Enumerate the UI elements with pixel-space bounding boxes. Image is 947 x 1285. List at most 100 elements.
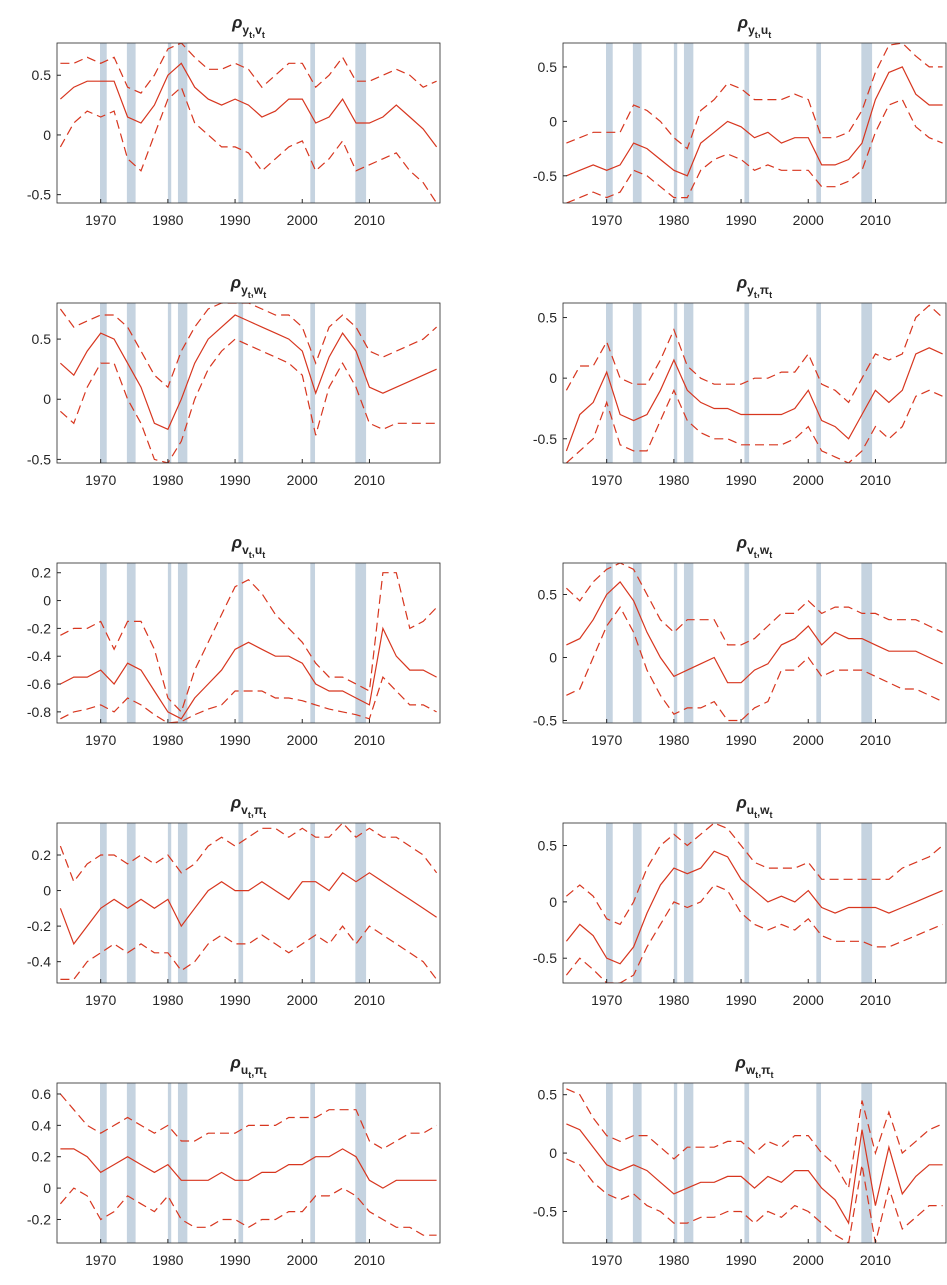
median-line bbox=[566, 580, 943, 684]
title-subscript: w bbox=[745, 1063, 756, 1077]
shaded-period bbox=[355, 1083, 367, 1243]
shaded-period bbox=[126, 1083, 136, 1243]
x-tick-label: 2010 bbox=[860, 1252, 891, 1268]
title-subscript: y bbox=[241, 283, 248, 297]
y-tick-label: 0 bbox=[43, 1180, 51, 1196]
shaded-period bbox=[744, 43, 750, 203]
shaded-period bbox=[355, 823, 367, 983]
x-tick-label: 1980 bbox=[152, 732, 183, 748]
shaded-period bbox=[632, 823, 642, 983]
x-tick-label: 2000 bbox=[287, 212, 318, 228]
chart-title: ρwt,πt bbox=[735, 1053, 774, 1080]
y-tick-label: -0.5 bbox=[533, 950, 557, 966]
y-tick-label: 0 bbox=[549, 113, 557, 129]
title-subscript-index: t bbox=[263, 1070, 266, 1080]
x-tick-label: 1990 bbox=[725, 472, 756, 488]
y-tick-label: -0.8 bbox=[27, 704, 51, 720]
x-tick-label: 2000 bbox=[287, 1252, 318, 1268]
chart-title: ρyt,πt bbox=[736, 273, 772, 300]
band-line bbox=[59, 1187, 437, 1236]
band-line bbox=[566, 43, 943, 150]
shaded-period bbox=[861, 823, 873, 983]
title-subscript-index: t bbox=[263, 810, 266, 820]
title-subscript: v bbox=[241, 803, 248, 817]
x-tick-label: 1980 bbox=[152, 1252, 183, 1268]
shaded-period bbox=[632, 43, 642, 203]
x-tick-label: 1970 bbox=[85, 732, 116, 748]
shaded-period bbox=[126, 43, 136, 203]
y-tick-label: 0.5 bbox=[538, 59, 558, 75]
shaded-period bbox=[177, 1083, 188, 1243]
shaded-period bbox=[673, 563, 678, 723]
band-line bbox=[565, 388, 943, 463]
x-tick-label: 1980 bbox=[152, 992, 183, 1008]
y-tick-label: -0.2 bbox=[27, 620, 51, 636]
title-subscript-index: t bbox=[755, 30, 758, 40]
chart-title: ρvt,wt bbox=[736, 533, 772, 560]
x-tick-label: 2000 bbox=[793, 212, 824, 228]
x-tick-label: 2000 bbox=[793, 992, 824, 1008]
title-subscript: u bbox=[747, 803, 754, 817]
shaded-period bbox=[673, 1083, 678, 1243]
y-tick-label: -0.5 bbox=[27, 451, 51, 467]
x-tick-label: 2010 bbox=[860, 992, 891, 1008]
median-line bbox=[565, 347, 943, 452]
title-subscript: y bbox=[242, 23, 249, 37]
axes-box bbox=[56, 822, 441, 984]
shaded-period bbox=[238, 1083, 244, 1243]
chart-title: ρyt,ut bbox=[737, 13, 771, 40]
band-line bbox=[59, 86, 438, 203]
shaded-period bbox=[310, 1083, 316, 1243]
x-tick-label: 1990 bbox=[219, 212, 250, 228]
title-subscript-index: t bbox=[248, 290, 251, 300]
title-symbol: ρ bbox=[230, 273, 241, 292]
x-tick-label: 1980 bbox=[658, 472, 689, 488]
x-tick-label: 2010 bbox=[354, 212, 385, 228]
x-tick-label: 1970 bbox=[591, 732, 622, 748]
x-tick-label: 1970 bbox=[591, 212, 622, 228]
median-line bbox=[60, 1148, 437, 1189]
x-tick-label: 1970 bbox=[591, 472, 622, 488]
y-tick-label: -0.2 bbox=[27, 918, 51, 934]
y-tick-label: -0.5 bbox=[533, 712, 557, 728]
shaded-period bbox=[238, 43, 244, 203]
band-line bbox=[59, 338, 437, 463]
y-tick-label: 0 bbox=[549, 370, 557, 386]
shaded-period bbox=[683, 823, 694, 983]
x-tick-label: 2010 bbox=[860, 472, 891, 488]
title-subscript-index: t bbox=[263, 290, 266, 300]
shaded-period bbox=[606, 823, 613, 983]
title-symbol: ρ bbox=[735, 793, 746, 812]
shaded-period bbox=[177, 43, 188, 203]
title-subscript: w bbox=[759, 543, 770, 557]
title-symbol: ρ bbox=[230, 1053, 241, 1072]
title-subscript: w bbox=[759, 803, 770, 817]
median-line bbox=[59, 871, 437, 946]
title-subscript: π bbox=[761, 1063, 770, 1077]
shaded-period bbox=[861, 43, 873, 203]
title-subscript-index: t bbox=[248, 1070, 251, 1080]
title-subscript: y bbox=[748, 23, 755, 37]
title-subscript: π bbox=[254, 803, 263, 817]
chart-title: ρut,πt bbox=[230, 1053, 267, 1080]
shaded-period bbox=[606, 43, 613, 203]
y-tick-label: -0.2 bbox=[27, 1211, 51, 1227]
x-tick-label: 1980 bbox=[152, 472, 183, 488]
band-line bbox=[59, 823, 438, 883]
title-separator: , bbox=[758, 27, 761, 39]
title-subscript: u bbox=[241, 1063, 248, 1077]
x-tick-label: 2000 bbox=[793, 732, 824, 748]
x-tick-label: 1970 bbox=[85, 1252, 116, 1268]
title-subscript-index: t bbox=[262, 550, 265, 560]
shaded-period bbox=[126, 823, 136, 983]
shaded-period bbox=[100, 43, 107, 203]
axes-box bbox=[56, 1082, 441, 1244]
shaded-period bbox=[100, 1083, 107, 1243]
y-tick-label: 0 bbox=[549, 1145, 557, 1161]
x-tick-label: 2010 bbox=[860, 212, 891, 228]
